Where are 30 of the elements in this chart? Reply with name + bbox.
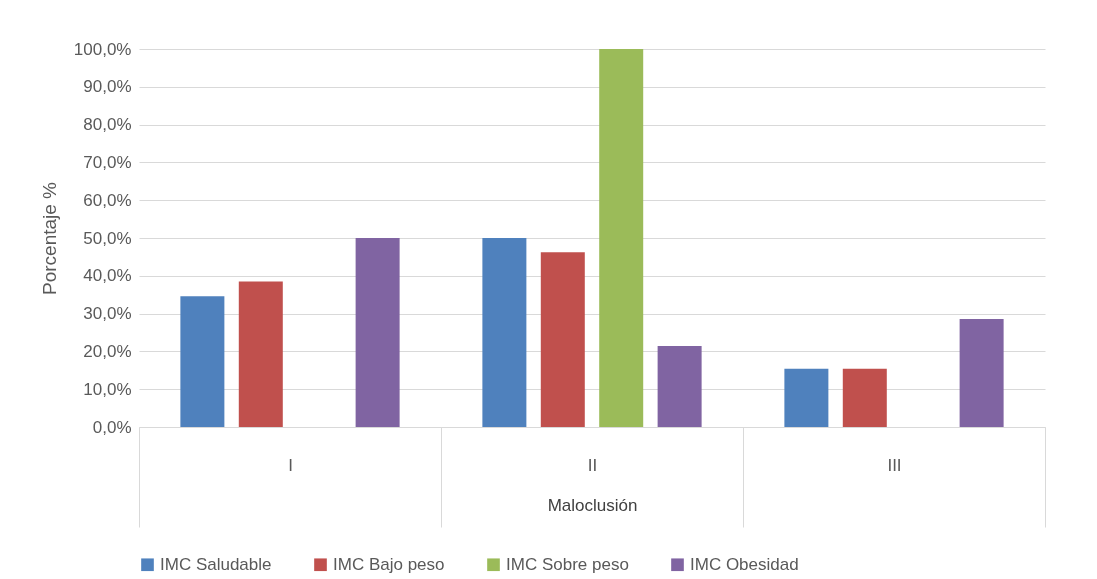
y-tick-label: 0,0% [92,417,132,437]
bar [180,296,225,427]
y-axis-title: Porcentaje % [38,181,60,296]
x-tick-label: II [587,455,598,475]
legend-label: IMC Saludable [160,554,272,574]
bar [238,281,283,427]
legend-label: IMC Obesidad [690,554,799,574]
bar [482,238,527,427]
y-tick-label: 40,0% [83,266,132,286]
y-tick-label: 10,0% [83,379,132,399]
bar [842,368,887,427]
y-tick-label: 20,0% [83,341,132,361]
x-axis-title: Maloclusión [547,496,638,515]
y-tick-label: 70,0% [83,152,132,172]
x-tick-label: I [288,455,293,475]
y-tick-label: 80,0% [83,115,132,135]
bar [540,252,585,427]
bar [599,49,644,427]
y-tick-label: 60,0% [83,190,132,210]
legend-label: IMC Sobre peso [506,554,629,574]
legend-label: IMC Bajo peso [333,554,445,574]
y-tick-label: 100,0% [73,39,132,59]
y-tick-label: 90,0% [83,77,132,97]
x-tick-label: III [887,455,902,475]
bar [355,238,400,427]
bar [959,318,1004,427]
y-tick-label: 50,0% [83,228,132,248]
bar [784,368,829,427]
y-tick-label: 30,0% [83,304,132,324]
bar [657,346,702,427]
